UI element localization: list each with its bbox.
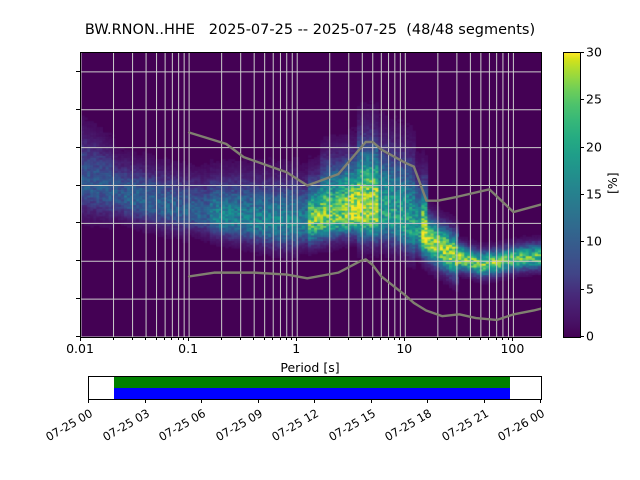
colorbar-tick-mark (580, 288, 584, 290)
colorbar-tick-label: 20 (586, 139, 602, 155)
y-tick-mark (76, 260, 80, 262)
x-tick-mark (469, 337, 471, 340)
x-tick-mark (296, 337, 298, 341)
colorbar-tick-mark (580, 146, 584, 148)
timeline-tick-mark (314, 399, 315, 403)
timeline-tick-label: 07-25 03 (99, 406, 152, 444)
colorbar-tick-label: 25 (586, 91, 602, 107)
colorbar-tick-label: 30 (586, 44, 602, 60)
colorbar-tick-label: 15 (586, 186, 602, 202)
x-tick-mark (361, 337, 363, 340)
x-tick-mark (328, 337, 330, 340)
x-tick-mark (512, 337, 514, 341)
timeline-tick-mark (257, 399, 259, 403)
timeline-tick-mark (370, 399, 372, 403)
peterson-noise-model-curves (187, 131, 541, 322)
x-tick-mark (220, 337, 222, 340)
timeline-tick-label: 07-25 21 (438, 406, 491, 444)
y-tick-mark (76, 70, 80, 72)
x-tick-mark (495, 337, 497, 340)
x-tick-mark (380, 337, 382, 340)
x-tick-mark (155, 337, 157, 340)
timeline-tick-mark (144, 399, 146, 403)
x-tick-mark (183, 337, 185, 340)
x-tick-mark (501, 337, 503, 340)
x-tick-mark (291, 337, 293, 340)
colorbar-tick-label: 10 (586, 233, 602, 249)
timeline-coverage-bar (113, 388, 511, 399)
colorbar[interactable] (563, 52, 581, 338)
timeline-tick-label: 07-25 18 (382, 406, 434, 444)
y-tick-mark (76, 146, 80, 148)
x-tick-mark (455, 337, 457, 340)
y-tick-mark (76, 108, 80, 110)
x-tick-mark (285, 337, 287, 340)
x-tick-mark (188, 337, 190, 341)
page-title: BW.RNON..HHE 2025-07-25 -- 2025-07-25 (4… (84, 22, 536, 38)
timeline-tick-mark (427, 399, 428, 403)
x-tick-mark (436, 337, 438, 340)
colorbar-tick-mark (580, 241, 584, 243)
colorbar-tick-label: 0 (586, 328, 594, 344)
x-tick-label: 0.01 (66, 341, 94, 356)
x-tick-mark (112, 337, 114, 340)
timeline-tick-label: 07-25 12 (269, 406, 321, 444)
x-tick-label: 10 (396, 341, 413, 356)
data-coverage-timeline[interactable] (88, 376, 542, 400)
colorbar-tick-mark (580, 194, 584, 195)
x-tick-label: 0.1 (178, 341, 199, 356)
colorbar-tick-mark (580, 52, 584, 53)
colorbar-gradient (564, 53, 580, 337)
colorbar-label: [%] (605, 172, 620, 194)
x-tick-mark (347, 337, 349, 340)
colorbar-tick-mark (580, 99, 584, 101)
timeline-tick-label: 07-25 06 (156, 406, 208, 444)
timeline-tick-label: 07-25 15 (325, 406, 378, 444)
x-tick-mark (404, 337, 406, 341)
x-tick-mark (371, 337, 373, 340)
timeline-tick-label: 07-26 00 (495, 406, 547, 444)
x-tick-mark (177, 337, 179, 340)
y-tick-mark (76, 184, 80, 186)
y-tick-mark (76, 298, 80, 300)
x-tick-mark (145, 337, 147, 340)
timeline-tick-mark (201, 399, 202, 403)
timeline-tick-label: 07-25 09 (212, 406, 265, 444)
x-tick-label: 100 (500, 341, 525, 356)
plot-gridlines (81, 53, 541, 337)
timeline-tick-label: 07-25 00 (43, 406, 95, 444)
x-tick-mark (393, 337, 395, 340)
x-tick-mark (253, 337, 255, 340)
y-tick-mark (76, 222, 80, 224)
x-tick-mark (272, 337, 274, 340)
x-tick-mark (387, 337, 389, 340)
x-tick-mark (479, 337, 481, 340)
y-tick-mark (76, 336, 80, 337)
x-tick-label: 1 (292, 341, 301, 356)
timeline-tick-mark (483, 399, 485, 403)
x-tick-mark (239, 337, 241, 340)
timeline-tick-mark (540, 399, 541, 403)
timeline-data-bar (113, 377, 511, 388)
x-tick-mark (399, 337, 401, 340)
x-tick-mark (507, 337, 509, 340)
ppsd-plot-area[interactable] (80, 52, 542, 338)
timeline-tick-mark (88, 399, 89, 403)
colorbar-tick-label: 5 (586, 281, 594, 297)
x-tick-mark (131, 337, 133, 340)
x-tick-mark (263, 337, 265, 340)
x-tick-mark (164, 337, 166, 340)
x-tick-mark (488, 337, 490, 340)
x-tick-mark (80, 337, 81, 341)
x-tick-mark (171, 337, 173, 340)
colorbar-tick-mark (580, 336, 584, 337)
x-tick-mark (279, 337, 281, 340)
x-axis-label: Period [s] (280, 360, 340, 375)
